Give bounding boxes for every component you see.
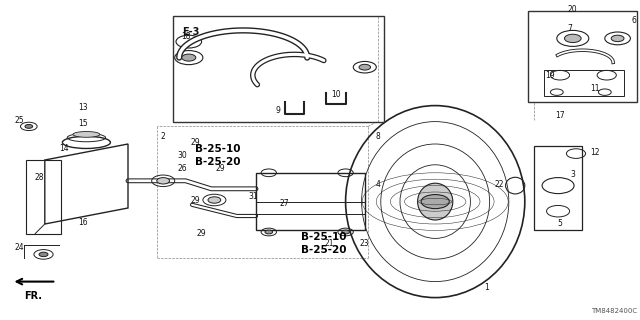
Ellipse shape	[418, 183, 453, 220]
Text: 5: 5	[557, 220, 563, 228]
Text: 13: 13	[78, 103, 88, 112]
Text: TM8482400C: TM8482400C	[591, 308, 637, 314]
Text: 1: 1	[484, 284, 489, 292]
Text: 6: 6	[631, 16, 636, 25]
Circle shape	[421, 195, 449, 209]
Text: 7: 7	[567, 24, 572, 33]
Circle shape	[265, 230, 273, 234]
Circle shape	[359, 64, 371, 70]
Text: 21: 21	[325, 239, 334, 248]
Text: B-25-10: B-25-10	[301, 232, 346, 242]
Text: 8: 8	[375, 132, 380, 140]
Text: 29: 29	[190, 138, 200, 147]
Text: 22: 22	[495, 180, 504, 188]
Text: 18: 18	[181, 32, 190, 41]
Circle shape	[342, 230, 349, 234]
Circle shape	[564, 34, 581, 43]
Text: 29: 29	[196, 229, 207, 238]
Text: B-25-10: B-25-10	[195, 144, 241, 154]
Bar	[528, 11, 637, 102]
Text: 12: 12	[591, 148, 600, 156]
Text: 2: 2	[161, 132, 166, 140]
Text: 29: 29	[190, 196, 200, 204]
Text: 26: 26	[177, 164, 188, 172]
Text: 17: 17	[555, 111, 565, 120]
Circle shape	[611, 35, 624, 42]
Circle shape	[208, 197, 221, 203]
Text: 11: 11	[591, 84, 600, 92]
Bar	[26, 160, 61, 234]
Bar	[534, 146, 582, 230]
Text: 10: 10	[331, 90, 341, 99]
Text: 16: 16	[78, 218, 88, 227]
Text: FR.: FR.	[24, 291, 42, 301]
Circle shape	[182, 54, 196, 61]
Text: E-3: E-3	[182, 27, 200, 37]
Text: B-25-20: B-25-20	[195, 156, 241, 167]
Text: B-25-20: B-25-20	[301, 244, 346, 255]
Text: 25: 25	[14, 116, 24, 124]
Circle shape	[157, 178, 170, 184]
Text: 29: 29	[216, 164, 226, 172]
Text: 24: 24	[14, 244, 24, 252]
Text: 14: 14	[59, 144, 69, 153]
Bar	[544, 70, 624, 96]
Text: 19: 19	[545, 71, 556, 80]
Circle shape	[25, 124, 33, 128]
Text: 15: 15	[78, 119, 88, 128]
Text: 31: 31	[248, 192, 258, 201]
Bar	[173, 16, 384, 122]
Text: 30: 30	[177, 151, 188, 160]
Bar	[256, 173, 365, 230]
Text: 9: 9	[276, 106, 281, 115]
Ellipse shape	[73, 132, 100, 137]
Text: 23: 23	[360, 239, 370, 248]
Text: 4: 4	[375, 180, 380, 188]
Circle shape	[39, 252, 48, 257]
Text: 20: 20	[568, 5, 578, 14]
Text: 3: 3	[570, 170, 575, 179]
Text: 27: 27	[280, 199, 290, 208]
Text: 28: 28	[35, 173, 44, 182]
